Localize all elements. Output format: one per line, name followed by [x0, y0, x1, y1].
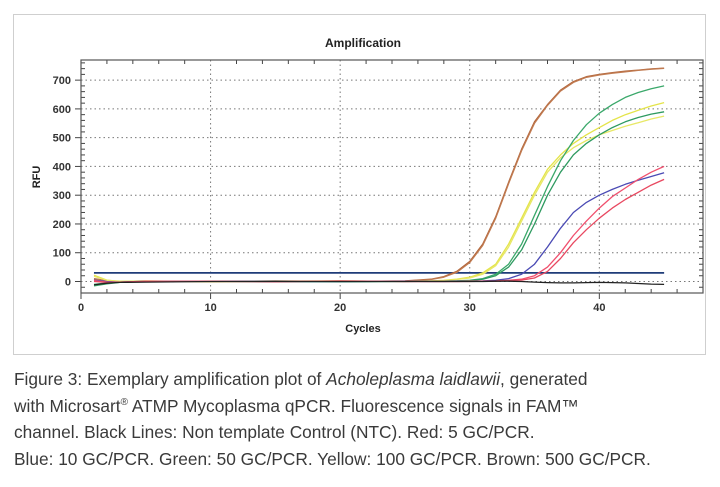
- series-line-green: [93, 85, 665, 287]
- amplification-chart: Amplification Cycles RFU 0 10 20 30 40010020…: [31, 36, 704, 335]
- y-tick-label: 100: [53, 248, 71, 260]
- figure-caption: Figure 3: Exemplary amplification plot o…: [14, 366, 714, 472]
- x-tick-label: 30: [464, 302, 476, 314]
- x-tick-label: 40: [593, 302, 605, 314]
- caption-line-3: channel. Black Lines: Non template Contr…: [14, 422, 535, 442]
- x-tick-label: 10: [204, 302, 216, 314]
- caption-text: with Microsart: [14, 395, 121, 416]
- plot-frame: [80, 59, 704, 294]
- y-tick-label: 200: [53, 219, 71, 231]
- series-line-yellow: [93, 115, 665, 283]
- y-tick-label: 0: [65, 276, 71, 288]
- chart-container: [13, 14, 706, 355]
- caption-text: Figure 3: Exemplary amplification plot o…: [14, 369, 327, 389]
- x-tick-label: 0: [78, 302, 84, 314]
- caption-text: ATMP Mycoplasma qPCR. Fluorescence signa…: [127, 395, 579, 416]
- series-line-yellow: [93, 101, 665, 283]
- x-axis-label: Cycles: [345, 323, 380, 335]
- series-line-black: [93, 280, 665, 286]
- y-tick-label: 700: [53, 75, 71, 87]
- series-line-brown: [93, 67, 665, 283]
- chart-title: Amplification: [325, 36, 401, 50]
- registered-mark: ®: [120, 396, 128, 408]
- caption-line-1: Figure 3: Exemplary amplification plot o…: [14, 366, 714, 393]
- species-name: Acholeplasma laidlawii: [326, 369, 501, 389]
- caption-text: , generated: [500, 369, 588, 389]
- y-tick-label: 500: [53, 133, 71, 145]
- series-line-blue: [93, 172, 665, 283]
- caption-line-4: Blue: 10 GC/PCR. Green: 50 GC/PCR. Yello…: [14, 448, 651, 469]
- series-line-brown: [93, 67, 665, 283]
- x-tick-label: 20: [334, 302, 346, 314]
- y-tick-label: 600: [53, 104, 71, 116]
- y-tick-label: 400: [53, 161, 71, 173]
- y-axis-label: RFU: [31, 166, 43, 189]
- y-tick-label: 300: [53, 190, 71, 202]
- caption-line-2: with Microsart® ATMP Mycoplasma qPCR. Fl…: [14, 393, 714, 420]
